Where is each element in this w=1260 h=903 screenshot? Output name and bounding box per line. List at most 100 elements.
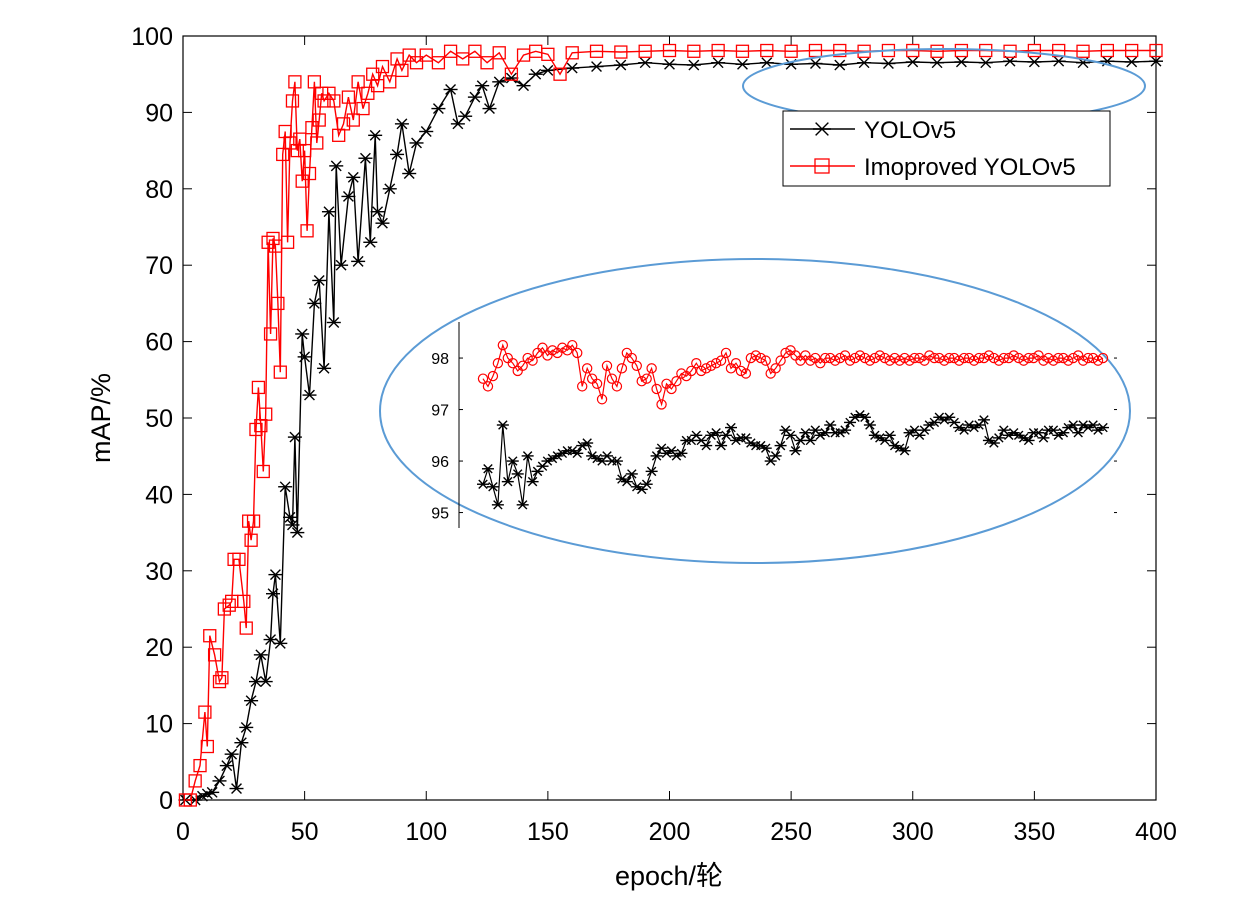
data-point: [735, 44, 750, 58]
inset-data-point: [774, 440, 787, 451]
inset-data-point: [675, 448, 688, 459]
inset-data-point: [789, 446, 802, 456]
inset-data-point: [676, 368, 687, 379]
inset-data-point: [824, 420, 837, 430]
data-point: [224, 748, 239, 760]
data-point: [278, 481, 293, 493]
data-point: [390, 148, 405, 160]
data-point: [504, 67, 519, 81]
data-point: [280, 235, 295, 249]
data-point: [1027, 56, 1042, 68]
x-tick-label: 100: [405, 818, 447, 846]
data-point: [334, 259, 349, 271]
inset-data-point: [988, 352, 1000, 364]
data-point: [475, 80, 490, 92]
inset-data-point: [616, 363, 628, 374]
data-point: [312, 275, 327, 286]
inset-data-point: [1082, 352, 1094, 364]
data-point: [419, 126, 434, 137]
data-point: [290, 527, 305, 539]
inset-data-point: [854, 350, 866, 361]
x-axis-ticks: 0 50 100 150 200 250 300 350 400: [176, 36, 1177, 846]
data-point: [409, 56, 424, 70]
data-point: [215, 671, 229, 685]
data-point: [351, 255, 366, 267]
data-point: [327, 94, 341, 108]
data-point: [193, 758, 207, 773]
inset-data-point: [1048, 355, 1059, 366]
inset-data-point: [1068, 352, 1079, 364]
data-point: [759, 57, 774, 69]
inset-data-point: [998, 352, 1010, 364]
data-point: [482, 103, 497, 115]
data-point: [207, 648, 222, 662]
data-point: [1076, 44, 1090, 58]
inset-data-point: [601, 360, 613, 371]
inset-data-point: [784, 430, 797, 441]
inset-data-point: [620, 476, 633, 487]
inset-y-tick-label: 97: [431, 403, 449, 420]
data-point: [395, 63, 409, 78]
data-point: [253, 649, 268, 661]
data-point: [402, 168, 417, 179]
data-point: [219, 760, 234, 772]
data-point: [905, 56, 920, 68]
data-point: [346, 113, 360, 127]
zoom-inset-ellipse: [379, 258, 1131, 564]
data-point: [239, 621, 253, 635]
data-point: [1149, 55, 1163, 67]
inset-data-point: [715, 440, 728, 451]
data-point: [833, 43, 847, 58]
inset-data-point: [715, 355, 727, 366]
inset-data-point: [501, 476, 514, 487]
inset-data-point: [874, 350, 886, 361]
inset-data-point: [720, 430, 733, 441]
data-point: [251, 380, 266, 395]
inset-data-point: [1063, 355, 1074, 366]
x-tick-label: 400: [1135, 818, 1177, 846]
inset-data-point: [864, 355, 876, 366]
inset-data-point: [507, 358, 518, 369]
inset-data-point: [924, 350, 935, 361]
data-point: [295, 328, 310, 340]
data-point: [188, 774, 202, 788]
inset-data-point: [909, 352, 920, 364]
inset-data-point: [1028, 352, 1039, 364]
y-tick-label: 0: [159, 787, 173, 815]
inset-data-point: [646, 363, 657, 374]
data-point: [200, 739, 214, 754]
data-point: [222, 598, 236, 612]
y-tick-label: 80: [145, 176, 173, 204]
inset-data-point: [477, 373, 489, 384]
legend-label-improved: Imoproved YOLOv5: [864, 154, 1076, 181]
y-tick-label: 10: [145, 711, 173, 739]
data-point: [1149, 43, 1163, 58]
data-point: [638, 44, 652, 58]
inset-data-point: [883, 430, 896, 441]
inset-data-point: [537, 342, 548, 353]
inset-data-point: [1097, 422, 1109, 433]
inset-data-point: [977, 415, 990, 425]
data-point: [341, 90, 356, 104]
inset-y-tick-label: 96: [431, 454, 449, 471]
data-point: [516, 80, 531, 92]
inset-data-point: [522, 352, 533, 364]
inset-series: [477, 339, 1109, 510]
inset-data-point: [799, 427, 812, 438]
data-point: [443, 84, 458, 95]
data-point: [317, 362, 332, 374]
data-point: [329, 160, 344, 172]
inset-data-point: [1008, 350, 1019, 361]
data-point: [419, 48, 433, 62]
inset-data-point: [1003, 352, 1014, 364]
y-axis-label: mAP/%: [86, 373, 116, 463]
data-point: [307, 297, 322, 309]
data-point: [361, 86, 375, 100]
inset-data-point: [1058, 352, 1069, 364]
y-tick-label: 50: [145, 405, 173, 433]
inset-data-point: [899, 352, 910, 364]
data-point: [232, 552, 246, 566]
x-tick-label: 300: [892, 818, 934, 846]
data-point: [212, 674, 227, 689]
inset-data-point: [596, 394, 608, 405]
